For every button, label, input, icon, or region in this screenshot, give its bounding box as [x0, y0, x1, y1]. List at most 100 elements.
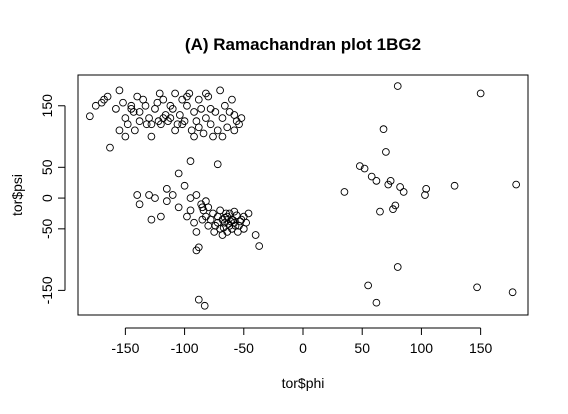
- data-point: [135, 117, 144, 126]
- data-point: [236, 217, 245, 226]
- data-point: [85, 112, 94, 121]
- y-axis: -150 -50 0 50 150: [39, 94, 66, 304]
- data-point: [399, 188, 408, 196]
- data-point: [194, 123, 203, 132]
- data-point: [168, 191, 177, 199]
- data-point: [197, 104, 206, 113]
- data-point: [379, 125, 388, 134]
- data-point: [127, 101, 136, 110]
- data-point: [171, 89, 179, 98]
- data-point: [239, 224, 248, 233]
- data-point: [393, 263, 402, 271]
- data-point: [192, 228, 201, 236]
- data-point: [340, 188, 349, 196]
- data-point: [178, 120, 187, 129]
- data-point: [225, 108, 234, 116]
- data-point: [183, 101, 191, 110]
- data-point: [211, 108, 220, 116]
- data-point: [183, 212, 191, 221]
- data-point: [202, 114, 210, 122]
- x-tick-label: -150: [111, 340, 139, 356]
- data-point: [473, 283, 481, 292]
- data-point: [192, 191, 201, 199]
- data-point: [244, 209, 253, 218]
- data-point: [391, 201, 400, 210]
- data-point: [133, 191, 142, 199]
- data-point: [202, 197, 210, 206]
- data-point: [112, 104, 120, 113]
- data-point: [186, 194, 195, 202]
- x-tick-label: 50: [354, 340, 370, 356]
- data-point: [115, 126, 124, 135]
- data-point: [218, 231, 227, 239]
- data-point: [141, 101, 150, 110]
- x-axis-label: tor$phi: [282, 375, 325, 391]
- data-point: [228, 95, 236, 104]
- x-axis: -150 -100 -50 0 50 100 150: [111, 327, 493, 356]
- data-point: [103, 92, 112, 101]
- data-point: [142, 120, 151, 129]
- data-point: [230, 111, 239, 119]
- y-tick-label: 50: [39, 159, 55, 175]
- data-point: [220, 213, 229, 222]
- data-point: [159, 95, 168, 104]
- data-point: [155, 89, 164, 98]
- data-point: [198, 203, 207, 212]
- data-point: [213, 126, 222, 135]
- data-point: [121, 132, 130, 141]
- data-point: [396, 183, 404, 191]
- data-point: [230, 207, 239, 216]
- data-point: [237, 114, 246, 122]
- data-point: [223, 123, 232, 132]
- data-point: [145, 191, 153, 199]
- data-point: [213, 160, 222, 169]
- data-point: [174, 169, 183, 178]
- data-point: [147, 215, 156, 224]
- data-point: [194, 95, 203, 104]
- data-point: [198, 215, 207, 224]
- data-point: [147, 120, 156, 129]
- y-tick-label: -150: [39, 276, 55, 304]
- data-point: [450, 181, 459, 190]
- data-point: [508, 288, 517, 297]
- data-point: [151, 194, 159, 202]
- data-point: [168, 104, 177, 113]
- data-point: [174, 203, 183, 212]
- data-point: [364, 281, 372, 290]
- data-point: [220, 101, 229, 110]
- data-point: [223, 228, 232, 236]
- data-point: [175, 111, 184, 119]
- data-point: [202, 89, 210, 98]
- data-point: [135, 200, 144, 209]
- data-point: [216, 86, 224, 95]
- data-point: [115, 86, 124, 95]
- data-point: [186, 206, 195, 215]
- x-tick-label: -50: [234, 340, 254, 356]
- data-point: [209, 209, 217, 218]
- data-point: [190, 108, 198, 116]
- data-point: [255, 242, 264, 250]
- data-point: [153, 98, 162, 107]
- data-point: [216, 206, 224, 215]
- y-tick-label: -50: [39, 219, 55, 239]
- data-point: [213, 218, 222, 227]
- data-point: [376, 207, 384, 216]
- data-point: [360, 164, 369, 173]
- y-tick-label: 150: [39, 94, 55, 118]
- data-point: [218, 114, 227, 122]
- data-point: [512, 180, 521, 189]
- data-point: [178, 95, 187, 104]
- data-point: [206, 104, 215, 113]
- data-point: [219, 223, 228, 232]
- x-tick-label: 150: [469, 340, 493, 356]
- data-points: [85, 82, 521, 310]
- data-point: [218, 132, 227, 141]
- data-point: [225, 209, 234, 218]
- data-point: [372, 176, 381, 185]
- data-point: [154, 117, 163, 126]
- x-tick-label: -100: [171, 340, 199, 356]
- data-point: [222, 209, 230, 218]
- data-point: [123, 120, 132, 129]
- data-point: [422, 184, 431, 193]
